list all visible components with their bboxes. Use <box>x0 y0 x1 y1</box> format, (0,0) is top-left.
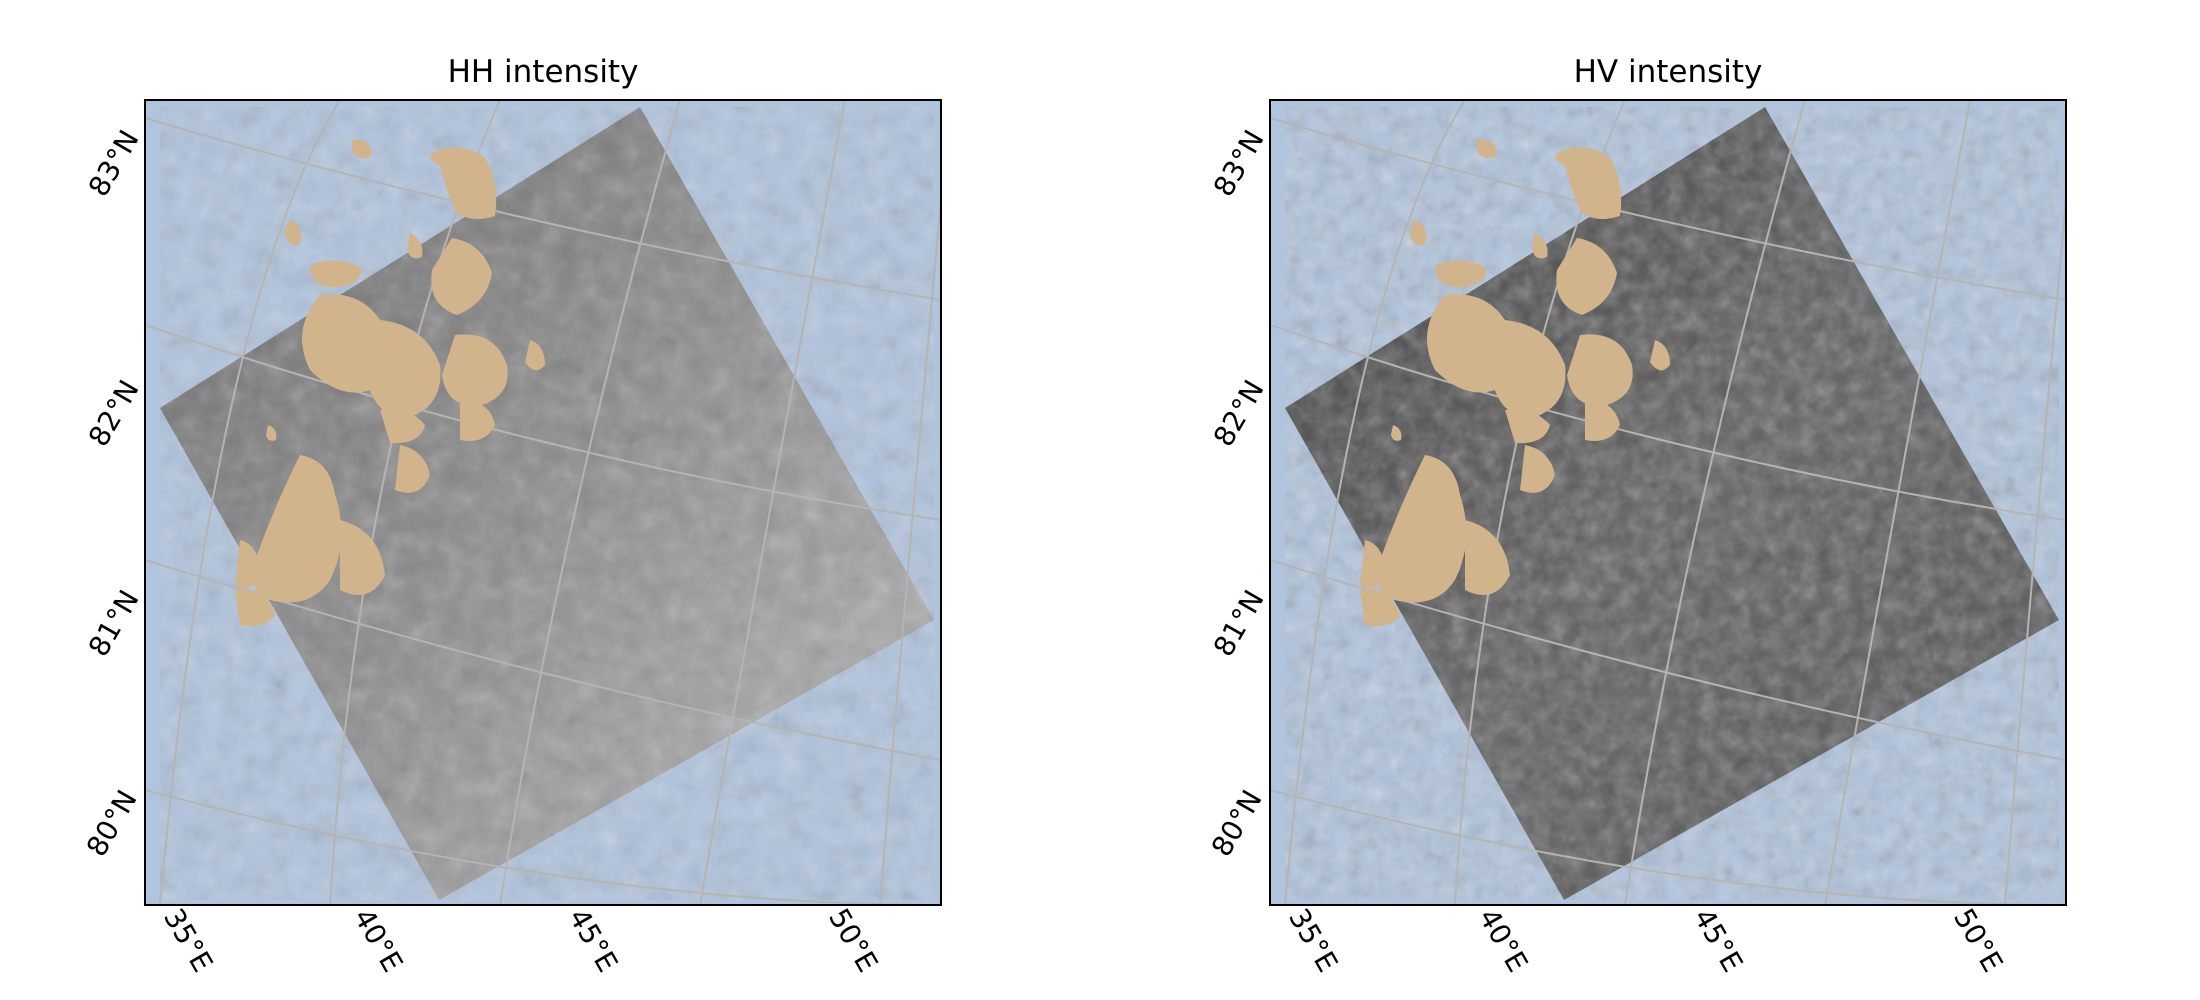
graticule <box>1270 100 2066 905</box>
map-area <box>145 100 941 905</box>
lat-label-82n: 82°N <box>1207 374 1271 452</box>
latitude-labels: 83°N 82°N 81°N 80°N <box>80 124 146 862</box>
lat-label-83n: 83°N <box>82 124 146 202</box>
map-frame <box>144 99 942 906</box>
parallel-80n <box>1270 789 2066 905</box>
lat-label-83n: 83°N <box>1207 124 1271 202</box>
map-area <box>1270 100 2066 905</box>
meridian-50e <box>1824 100 1971 905</box>
map-panel-hh: HH intensity <box>80 54 942 978</box>
land-masses <box>235 139 545 627</box>
meridian-50e <box>699 100 846 905</box>
parallel-82n <box>145 324 941 521</box>
panel-title: HV intensity <box>1574 54 1763 90</box>
panel-title: HH intensity <box>448 54 639 90</box>
parallel-80n <box>145 789 941 905</box>
meridian-35e <box>159 100 341 905</box>
latitude-labels: 83°N 82°N 81°N 80°N <box>1205 124 1271 862</box>
longitude-labels: 35°E 40°E 45°E 50°E <box>1282 903 2009 978</box>
lat-label-80n: 80°N <box>80 784 144 862</box>
lat-label-81n: 81°N <box>82 584 146 662</box>
lon-label-35e: 35°E <box>1282 903 1344 978</box>
lon-label-45e: 45°E <box>1687 903 1749 978</box>
land-masses <box>1360 139 1670 627</box>
parallel-83n <box>1270 117 2066 301</box>
lon-label-45e: 45°E <box>562 903 624 978</box>
meridian-55e <box>879 199 941 905</box>
lat-label-81n: 81°N <box>1207 584 1271 662</box>
lat-label-80n: 80°N <box>1205 784 1269 862</box>
map-panel-hv: HV intensity <box>1205 54 2067 978</box>
lon-label-40e: 40°E <box>347 903 409 978</box>
lon-label-50e: 50°E <box>822 903 884 978</box>
lon-label-40e: 40°E <box>1472 903 1534 978</box>
meridian-45e <box>1624 100 1806 905</box>
longitude-labels: 35°E 40°E 45°E 50°E <box>157 903 884 978</box>
meridian-55e <box>2004 199 2066 905</box>
lat-label-82n: 82°N <box>82 374 146 452</box>
lon-label-35e: 35°E <box>157 903 219 978</box>
meridian-45e <box>499 100 681 905</box>
parallel-82n <box>1270 324 2066 521</box>
map-frame <box>1269 99 2067 906</box>
meridian-35e <box>1284 100 1466 905</box>
lon-label-50e: 50°E <box>1947 903 2009 978</box>
parallel-83n <box>145 117 941 301</box>
